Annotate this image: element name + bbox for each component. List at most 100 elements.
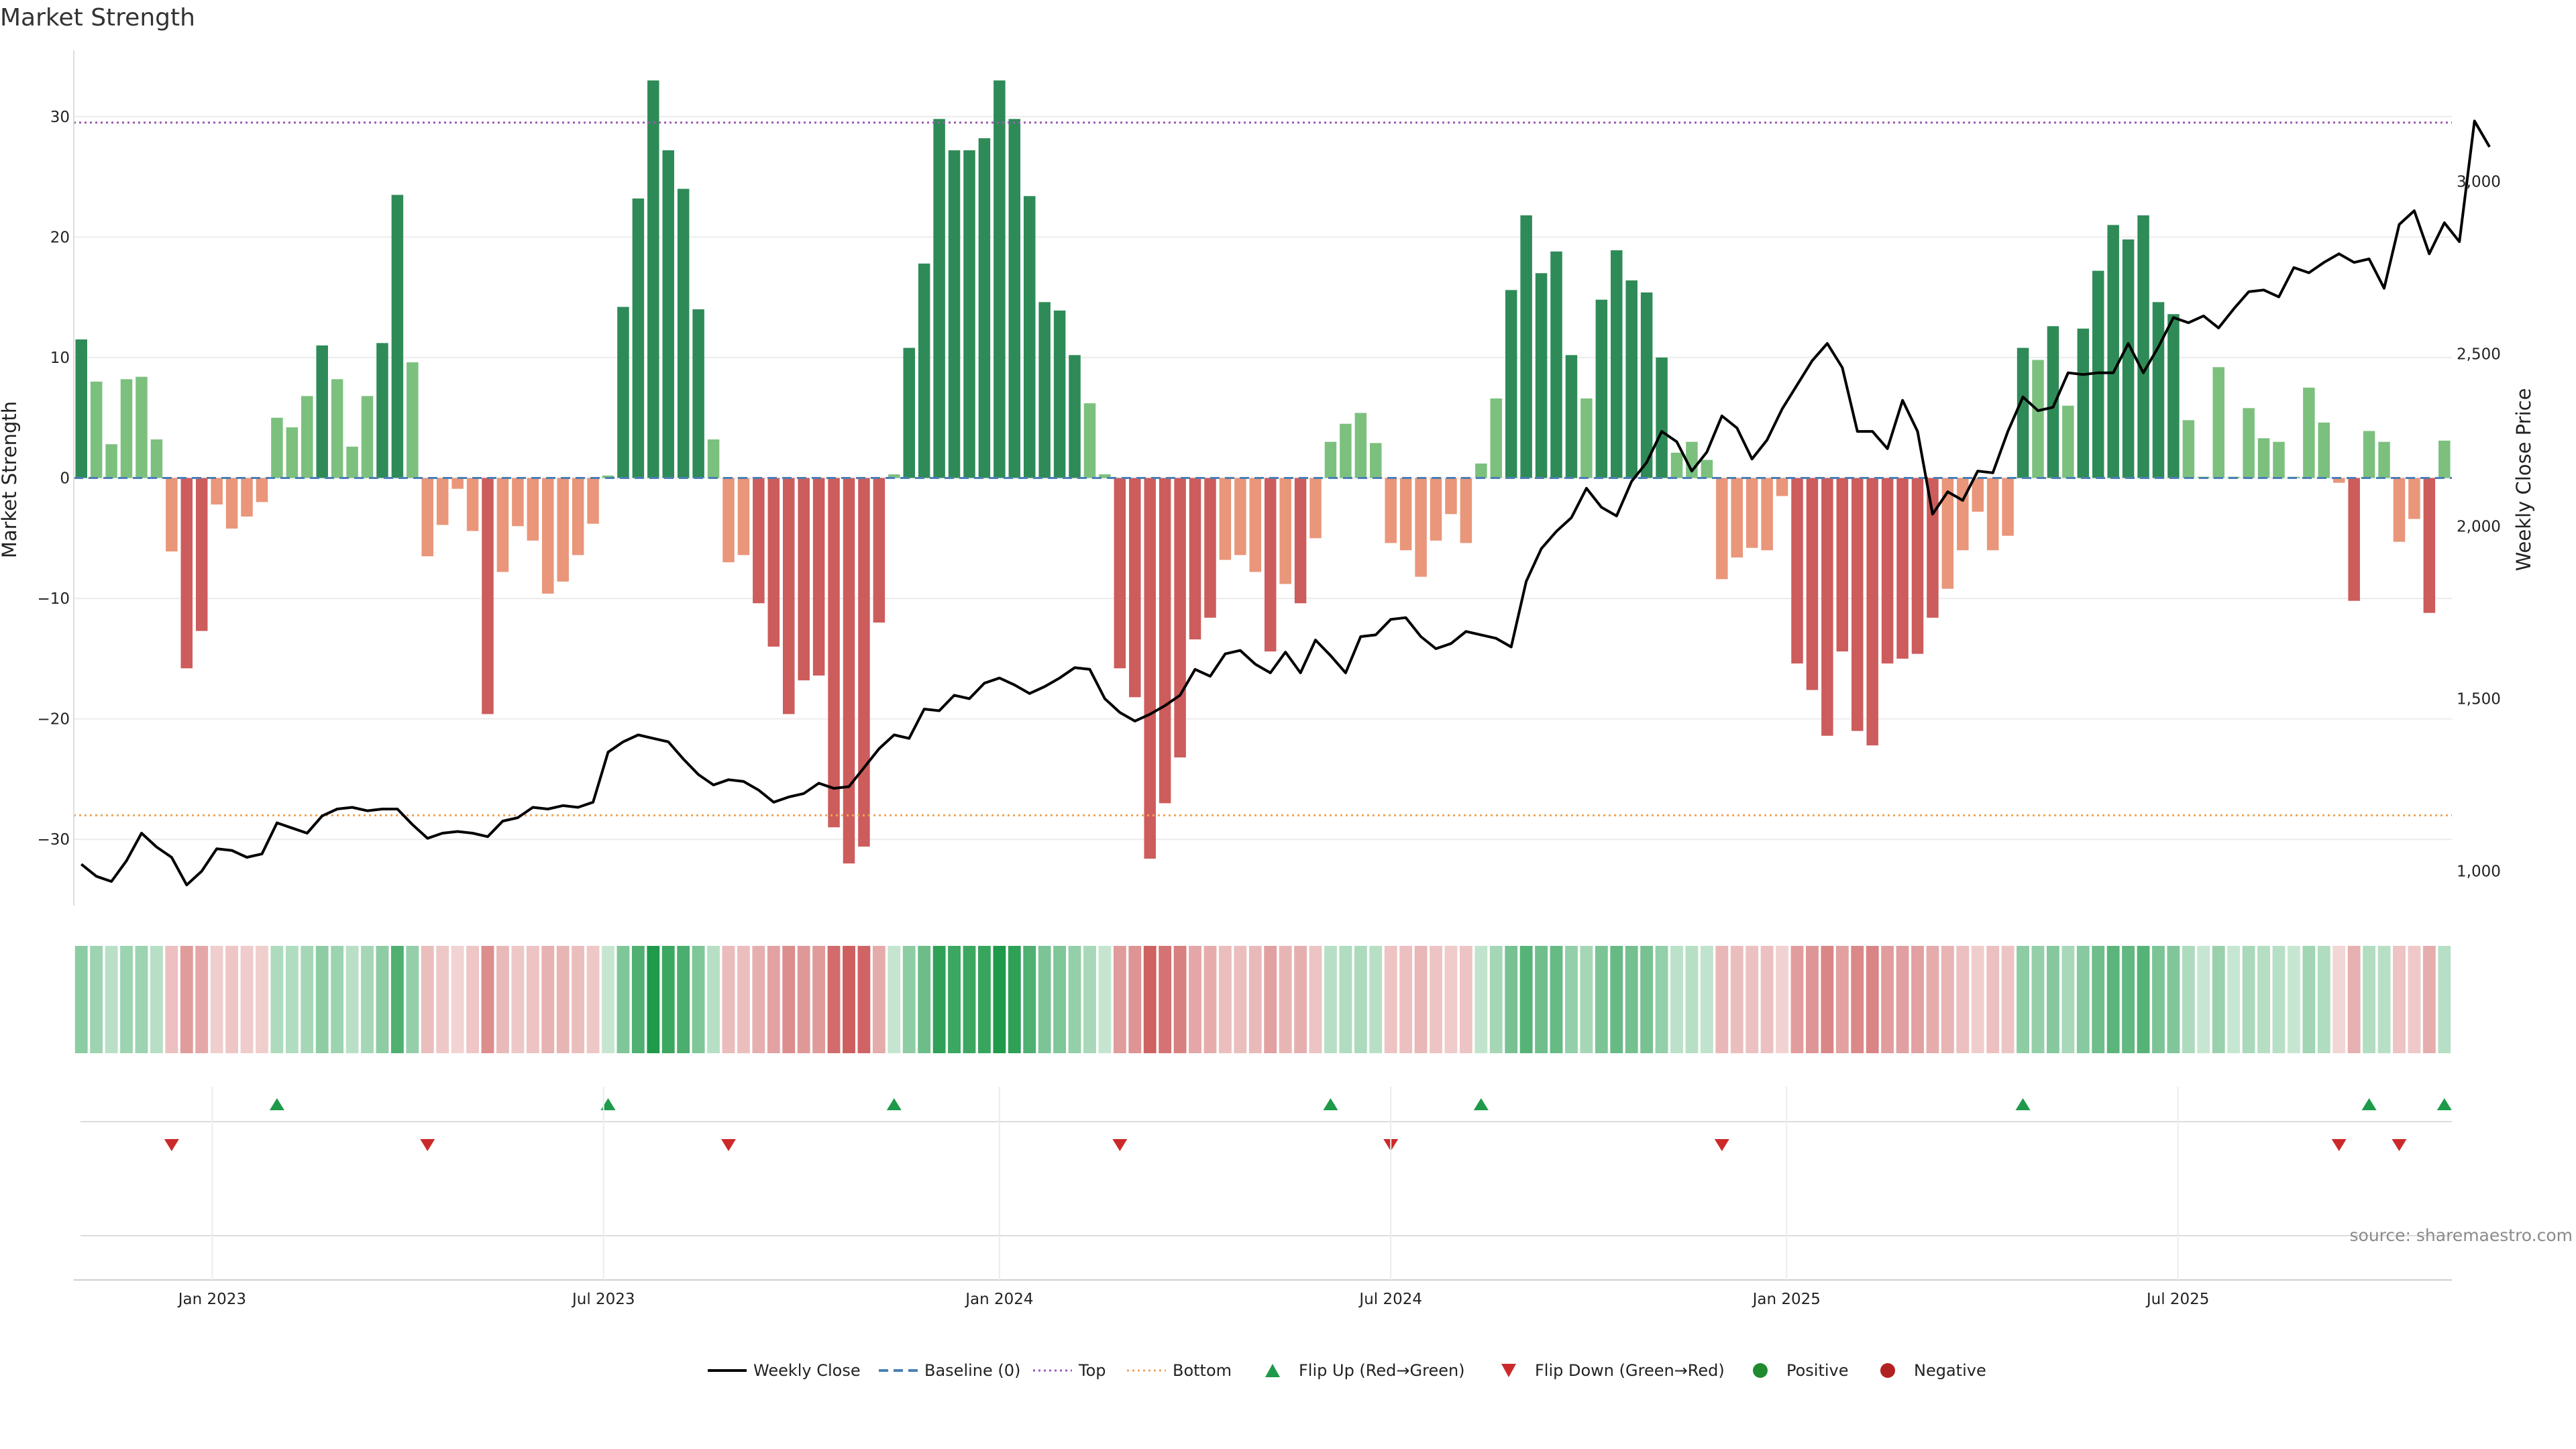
- strength-bar: [1731, 478, 1743, 558]
- heat-cell: [1971, 946, 1984, 1053]
- strength-bar: [1008, 119, 1021, 478]
- heat-cell: [2317, 946, 2330, 1053]
- strength-bar: [978, 138, 991, 478]
- strength-bar: [1535, 273, 1548, 478]
- legend-label: Positive: [1786, 1361, 1849, 1380]
- strength-bar: [2438, 440, 2451, 478]
- strength-bar: [1370, 443, 1382, 478]
- heat-cell: [2257, 946, 2270, 1053]
- strength-bar: [2212, 367, 2224, 478]
- strength-bar: [1354, 413, 1367, 478]
- strength-bar: [90, 381, 103, 478]
- heat-cell: [932, 946, 946, 1053]
- heat-cell: [541, 946, 555, 1053]
- heat-cell: [661, 946, 675, 1053]
- heat-cell: [707, 946, 720, 1053]
- chart-title: Market Strength: [0, 4, 195, 32]
- heat-cell: [1685, 946, 1699, 1053]
- heat-cell: [1128, 946, 1142, 1053]
- heat-cell: [1143, 946, 1157, 1053]
- flip-up-marker: [2015, 1098, 2031, 1110]
- strength-bar: [316, 345, 328, 478]
- heat-cell: [1430, 946, 1442, 1053]
- strength-bar: [707, 439, 720, 478]
- strength-bar: [994, 80, 1006, 478]
- heat-cell: [692, 946, 705, 1053]
- heat-cell: [1459, 946, 1472, 1053]
- heat-cell: [2152, 946, 2165, 1053]
- heat-cell: [872, 946, 885, 1053]
- heat-cell: [2332, 946, 2346, 1053]
- strength-bar: [1505, 290, 1517, 478]
- strength-bar: [1234, 478, 1246, 555]
- heat-cell: [2393, 946, 2406, 1053]
- strength-bar: [873, 478, 885, 623]
- flip-up-marker: [2436, 1098, 2452, 1110]
- heat-cell: [1821, 946, 1834, 1053]
- strength-bar: [617, 307, 629, 478]
- flip-up-marker: [600, 1098, 616, 1110]
- strength-bar: [466, 478, 479, 531]
- strength-bar: [2017, 347, 2029, 478]
- heat-cell: [1806, 946, 1819, 1053]
- strength-bar: [2032, 360, 2044, 478]
- strength-bar: [1520, 215, 1532, 478]
- strength-bar: [331, 379, 343, 478]
- y-axis-right-label: Weekly Close Price: [2512, 388, 2535, 572]
- circle-icon: [1880, 1363, 1895, 1378]
- flip-down-marker: [2392, 1139, 2407, 1151]
- source-credit: source: sharemaestro.com: [2350, 1226, 2573, 1245]
- heat-cell: [797, 946, 810, 1053]
- strength-bar: [1640, 292, 1653, 478]
- strength-bar: [2348, 478, 2360, 601]
- strength-bar: [2378, 441, 2390, 478]
- legend-label: Flip Up (Red→Green): [1299, 1361, 1465, 1380]
- heat-cell: [225, 946, 239, 1053]
- strength-bar: [1866, 478, 1878, 746]
- heat-cell: [1881, 946, 1894, 1053]
- heat-cell: [1159, 946, 1172, 1053]
- strength-bar: [2152, 302, 2165, 478]
- strength-bar: [1746, 478, 1758, 548]
- strength-bar: [1836, 478, 1849, 652]
- strength-bar: [1069, 355, 1081, 478]
- legend-item: Flip Up (Red→Green): [1265, 1361, 1465, 1380]
- legend-item: Positive: [1753, 1361, 1849, 1380]
- heat-cell: [1790, 946, 1804, 1053]
- strength-bar: [2318, 422, 2330, 478]
- strength-bar: [1896, 478, 1909, 659]
- strength-bar: [662, 150, 675, 478]
- heat-cell: [301, 946, 314, 1053]
- heat-cell: [1474, 946, 1488, 1053]
- heat-cell: [2092, 946, 2105, 1053]
- strength-bar: [1957, 478, 1969, 551]
- heat-cell: [1038, 946, 1051, 1053]
- y-tick-label-right: 1,000: [2457, 863, 2501, 881]
- heat-cell: [1941, 946, 1954, 1053]
- heat-cell: [1670, 946, 1683, 1053]
- heat-cell: [180, 946, 193, 1053]
- strength-bar: [1791, 478, 1803, 664]
- strength-bar: [1595, 299, 1608, 478]
- strength-bar: [737, 478, 750, 555]
- reference-lines: [74, 121, 2452, 816]
- heat-cell: [1023, 946, 1036, 1053]
- strength-bar: [1881, 478, 1894, 664]
- heat-cell: [1565, 946, 1578, 1053]
- strength-bar: [632, 198, 645, 478]
- strength-bar: [933, 119, 945, 478]
- heat-cell: [586, 946, 600, 1053]
- strength-bar: [767, 478, 780, 647]
- x-tick-label: Jul 2023: [571, 1291, 635, 1308]
- heat-cell: [150, 946, 163, 1053]
- strength-bar: [858, 478, 870, 847]
- x-tick-label: Jul 2024: [1358, 1291, 1422, 1308]
- strength-heat-strip: [74, 946, 2451, 1053]
- heat-cell: [120, 946, 133, 1053]
- heat-cell: [752, 946, 765, 1053]
- strength-bar: [1986, 478, 1999, 551]
- strength-bar: [692, 309, 704, 478]
- strength-bar: [1761, 478, 1773, 551]
- strength-bar: [1144, 478, 1156, 859]
- strength-bar: [677, 189, 690, 478]
